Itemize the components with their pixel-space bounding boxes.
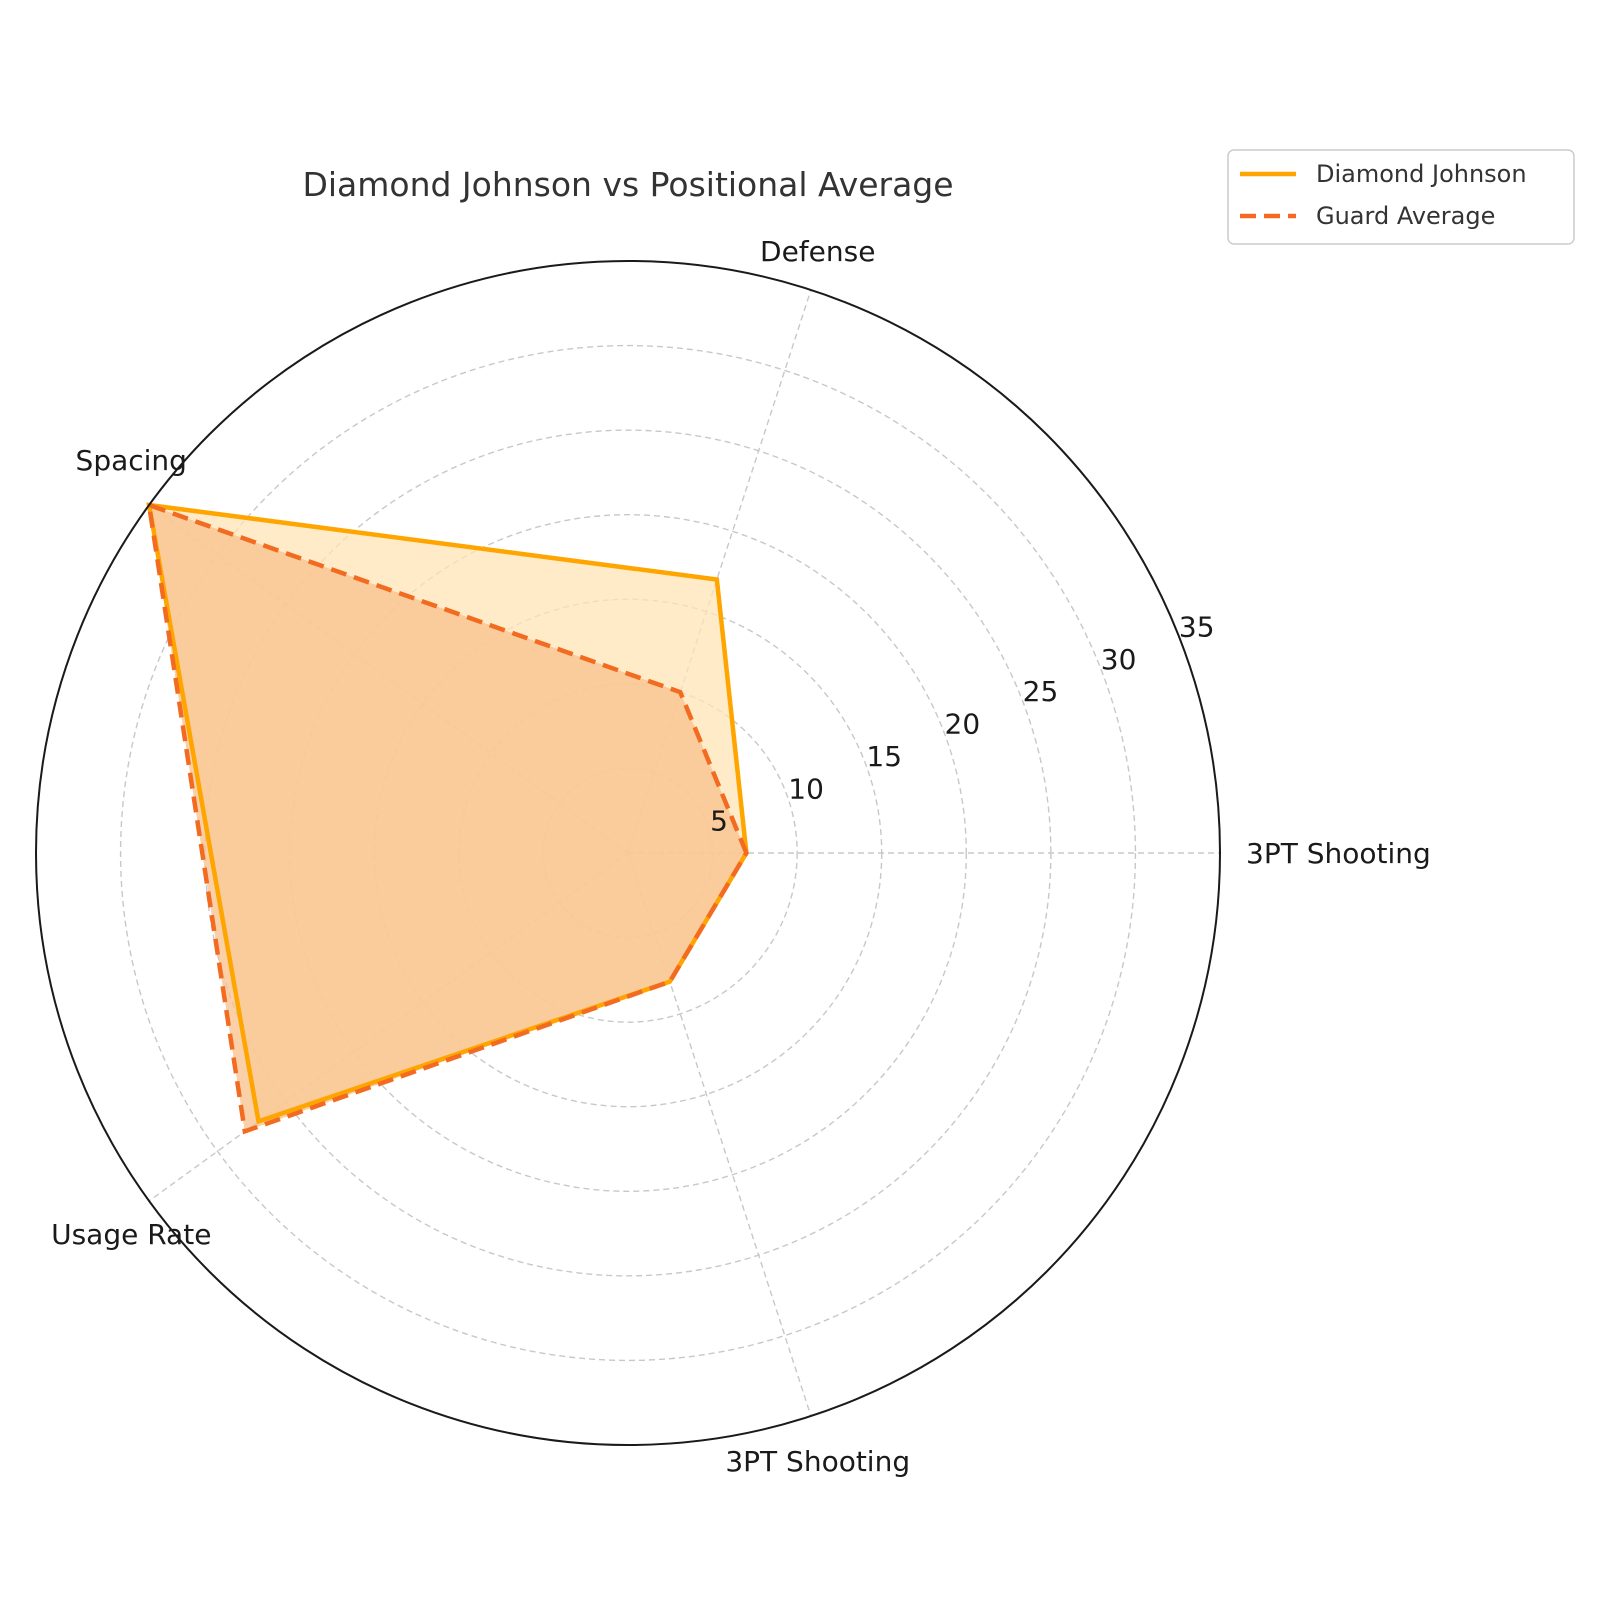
r-tick-label: 20 xyxy=(945,708,981,741)
polar-frame xyxy=(35,260,1221,1446)
grid-spoke xyxy=(627,852,812,1417)
series-line-1 xyxy=(146,501,749,1135)
category-label: Defense xyxy=(760,235,875,268)
legend: Diamond Johnson Guard Average xyxy=(1227,149,1575,245)
grid-circle xyxy=(119,344,1137,1362)
r-tick-label: 15 xyxy=(866,740,902,773)
r-tick-label: 35 xyxy=(1179,610,1215,643)
category-label: Usage Rate xyxy=(51,1218,211,1251)
r-tick-label: 10 xyxy=(788,772,824,805)
grid-spoke xyxy=(627,289,812,854)
r-tick-label: 5 xyxy=(710,805,728,838)
category-label: 3PT Shooting xyxy=(1246,837,1431,870)
legend-label-1: Guard Average xyxy=(1316,202,1495,230)
r-tick-label: 30 xyxy=(1101,643,1137,676)
category-label: 3PT Shooting xyxy=(725,1445,910,1478)
series-line-0 xyxy=(146,502,749,1125)
r-tick-label: 25 xyxy=(1023,675,1059,708)
category-label: Spacing xyxy=(76,444,187,477)
series-fill-1 xyxy=(149,505,747,1132)
legend-label-0: Diamond Johnson xyxy=(1316,160,1527,188)
plot-area: 5 10 15 20 25 30 35 3PT Shooting Defense Spacing U… xyxy=(35,235,1431,1478)
legend-box xyxy=(1227,149,1575,245)
chart-title: Diamond Johnson vs Positional Average xyxy=(302,165,953,204)
